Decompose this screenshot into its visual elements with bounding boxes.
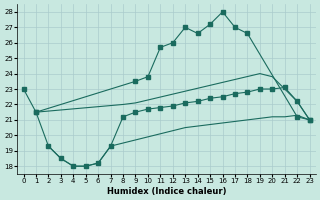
X-axis label: Humidex (Indice chaleur): Humidex (Indice chaleur): [107, 187, 226, 196]
